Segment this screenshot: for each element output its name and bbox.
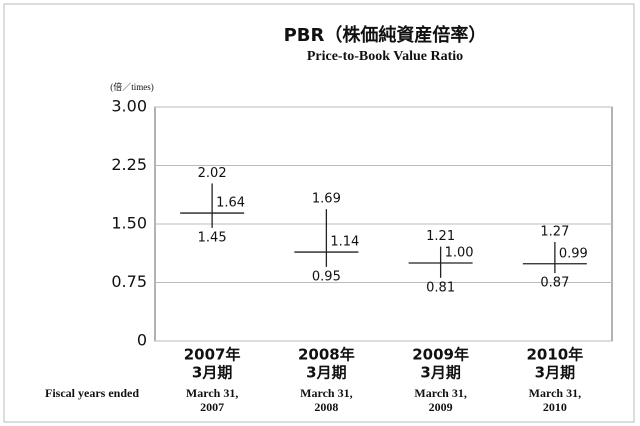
y-tick-label: 0.75 xyxy=(111,272,147,291)
value-label: 1.14 xyxy=(330,235,359,250)
x-tick-label-en: March 31, xyxy=(529,386,581,400)
x-tick-label: 2010年 xyxy=(527,346,584,364)
high-label: 1.27 xyxy=(540,224,569,239)
y-tick-label: 2.25 xyxy=(111,155,147,174)
x-tick-label: 3月期 xyxy=(192,364,232,382)
x-tick-label-en: 2008 xyxy=(314,400,338,414)
y-tick-label: 3.00 xyxy=(111,97,147,116)
low-label: 0.81 xyxy=(426,280,455,295)
high-label: 1.69 xyxy=(312,192,341,207)
high-label: 1.21 xyxy=(426,229,455,244)
x-tick-label: 3月期 xyxy=(306,364,346,382)
x-axis-label: Fiscal years ended xyxy=(45,386,139,400)
x-tick-label: 2007年 xyxy=(184,346,241,364)
x-tick-label: 2009年 xyxy=(412,346,469,364)
x-tick-label-en: 2007 xyxy=(200,400,224,414)
x-tick-label-en: March 31, xyxy=(186,386,238,400)
chart-title: PBR（株価純資産倍率） xyxy=(284,24,487,46)
x-tick-label-en: 2010 xyxy=(543,400,567,414)
chart-subtitle: Price-to-Book Value Ratio xyxy=(307,49,463,64)
y-tick-label: 1.50 xyxy=(111,214,147,233)
value-label: 1.00 xyxy=(445,246,474,261)
low-label: 1.45 xyxy=(198,230,227,245)
low-label: 0.95 xyxy=(312,269,341,284)
x-tick-label: 3月期 xyxy=(535,364,575,382)
y-tick-label: 0 xyxy=(137,331,147,350)
value-label: 0.99 xyxy=(559,246,588,261)
high-label: 2.02 xyxy=(198,166,227,181)
x-tick-label-en: March 31, xyxy=(300,386,352,400)
x-tick-label: 3月期 xyxy=(420,364,460,382)
x-tick-label-en: March 31, xyxy=(414,386,466,400)
value-label: 1.64 xyxy=(216,196,245,211)
y-unit: (倍／times) xyxy=(110,81,154,92)
x-tick-label: 2008年 xyxy=(298,346,355,364)
page-frame xyxy=(3,3,635,423)
low-label: 0.87 xyxy=(540,276,569,291)
x-tick-label-en: 2009 xyxy=(429,400,453,414)
